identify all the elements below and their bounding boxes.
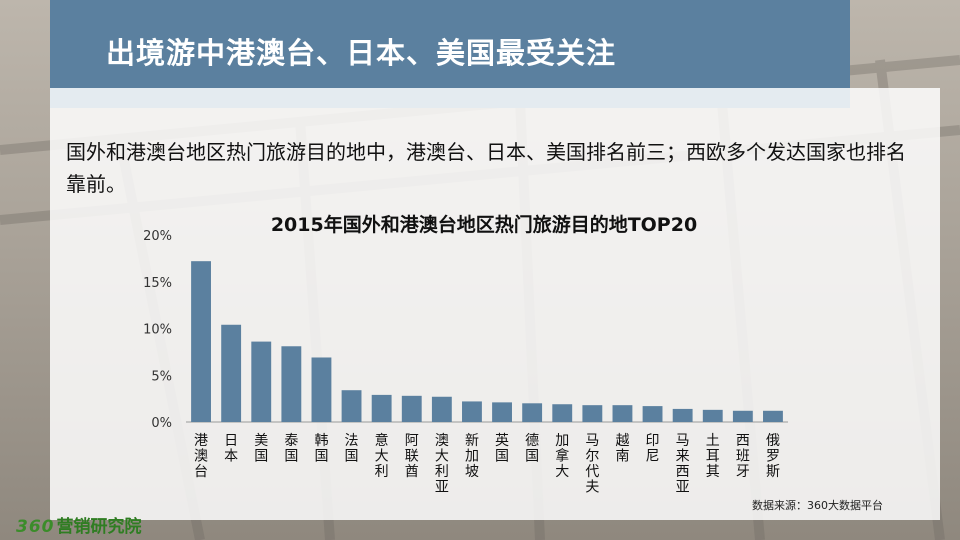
bars-group xyxy=(191,261,783,422)
bar-15 xyxy=(612,405,633,422)
x-tick-label: 德国 xyxy=(525,433,539,465)
x-tick-label: 新加坡 xyxy=(465,433,479,480)
x-tick-label: 美国 xyxy=(254,433,268,465)
x-tick-label: 泰国 xyxy=(284,433,298,465)
x-tick-label: 加拿大 xyxy=(555,433,569,480)
x-tick-label: 马来西亚 xyxy=(676,433,690,496)
bar-2 xyxy=(221,324,242,422)
x-tick-label: 印尼 xyxy=(646,433,660,465)
x-tick-label: 土耳其 xyxy=(706,433,720,480)
bar-11 xyxy=(492,402,512,422)
x-tick-label: 西班牙 xyxy=(736,433,750,480)
x-tick-label: 阿联酋 xyxy=(405,433,419,480)
brand-logo: 360 营销研究院 xyxy=(16,512,142,537)
bar-6 xyxy=(341,390,362,422)
brand-number: 360 xyxy=(16,517,55,537)
chart-title: 2015年国外和港澳台地区热门旅游目的地TOP20 xyxy=(271,213,697,236)
bar-7 xyxy=(371,394,392,422)
y-tick-label: 15% xyxy=(143,276,172,291)
bar-9 xyxy=(431,396,452,422)
y-tick-label: 20% xyxy=(143,229,172,244)
y-tick-label: 0% xyxy=(151,416,172,431)
x-tick-label: 韩国 xyxy=(314,433,328,465)
bar-3 xyxy=(251,341,272,422)
page-title: 出境游中港澳台、日本、美国最受关注 xyxy=(106,36,617,70)
x-tick-label: 日本 xyxy=(224,433,238,465)
bar-19 xyxy=(732,410,753,422)
bar-5 xyxy=(311,357,332,422)
bar-20 xyxy=(763,410,783,422)
x-tick-label: 法国 xyxy=(345,433,359,465)
bar-10 xyxy=(462,401,482,422)
bar-17 xyxy=(672,408,693,422)
y-tick-label: 5% xyxy=(151,369,172,384)
bar-8 xyxy=(401,395,422,422)
x-tick-label: 意大利 xyxy=(375,432,389,480)
bar-1 xyxy=(191,261,211,422)
brand-text: 营销研究院 xyxy=(56,517,142,537)
x-tick-label: 澳大利亚 xyxy=(435,433,449,496)
x-tick-label: 越南 xyxy=(615,433,629,465)
intro-text: 国外和港澳台地区热门旅游目的地中，港澳台、日本、美国排名前三；西欧多个发达国家也… xyxy=(66,140,906,196)
x-tick-label: 港澳台 xyxy=(194,433,208,480)
x-tick-label: 俄罗斯 xyxy=(766,433,780,480)
bar-18 xyxy=(702,409,723,422)
bar-13 xyxy=(552,404,573,422)
bar-16 xyxy=(642,406,663,422)
y-tick-label: 10% xyxy=(143,323,172,338)
bar-12 xyxy=(522,403,543,422)
bar-4 xyxy=(281,346,302,422)
source-note: 数据来源：360大数据平台 xyxy=(752,499,883,512)
x-tick-label: 英国 xyxy=(495,432,509,465)
bar-14 xyxy=(582,405,603,422)
x-tick-label: 马尔代夫 xyxy=(585,433,599,496)
